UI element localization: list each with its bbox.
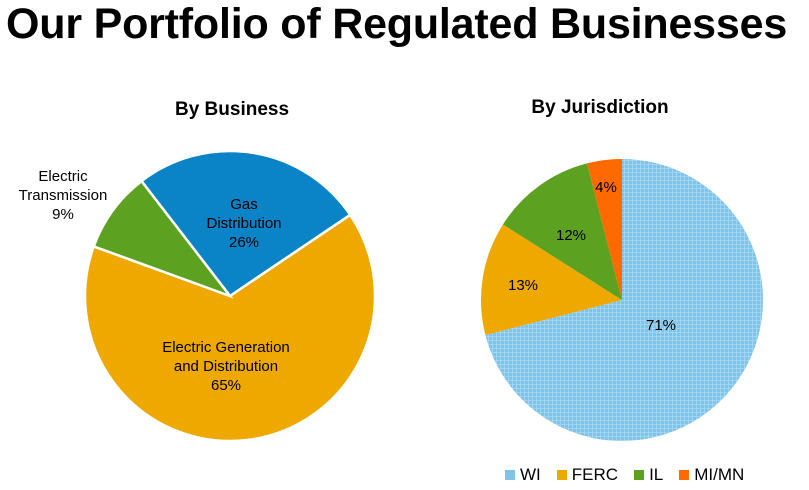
slice-label-gas-distribution: Gas Distribution 26%	[206, 196, 281, 251]
chart-title-by-business: By Business	[174, 99, 290, 120]
slice-label-electric-transmission: Electric Transmission 9%	[19, 168, 108, 223]
slice-label-mi-mn: 4%	[595, 179, 617, 196]
legend: WI FERC IL MI/MN	[505, 465, 744, 485]
legend-label-mimn: MI/MN	[694, 465, 745, 484]
legend-item-wi: WI	[505, 465, 541, 485]
legend-label-ferc: FERC	[571, 465, 619, 484]
chart-title-by-jurisdiction: By Jurisdiction	[531, 97, 669, 118]
pie-by-business: Gas Distribution 26% Electric Generation and…	[19, 149, 377, 443]
pie-slice-gas-distribution	[139, 149, 352, 298]
legend-item-il: IL	[634, 465, 663, 485]
pie-slice-electric-generation-and-distribution	[83, 213, 377, 443]
legend-swatch-il	[634, 470, 645, 480]
legend-swatch-ferc	[556, 470, 567, 480]
pie-slice-mi-mn	[586, 159, 622, 300]
legend-swatch-mimn	[679, 470, 690, 480]
pie-slice-ferc	[481, 224, 622, 336]
legend-label-il: IL	[649, 465, 664, 484]
legend-item-ferc: FERC	[556, 465, 619, 485]
slice-label-ferc: 13%	[508, 277, 538, 294]
slice-label-il: 12%	[556, 227, 586, 244]
pie-slice-electric-transmission	[92, 179, 234, 299]
slice-label-wi: 71%	[646, 317, 676, 334]
pie-slice-wi	[485, 159, 763, 441]
slice-label-electric-generation-and-distribution: Electric Generation and Distribution 65%	[162, 339, 290, 394]
pie-slice-il	[502, 163, 622, 300]
legend-swatch-wi	[505, 470, 515, 480]
legend-label-wi: WI	[520, 465, 541, 484]
page-title: Our Portfolio of Regulated Businesses	[6, 0, 788, 48]
pie-by-jurisdiction: 71% 13% 12% 4%	[481, 159, 763, 441]
legend-item-mimn: MI/MN	[679, 465, 744, 485]
